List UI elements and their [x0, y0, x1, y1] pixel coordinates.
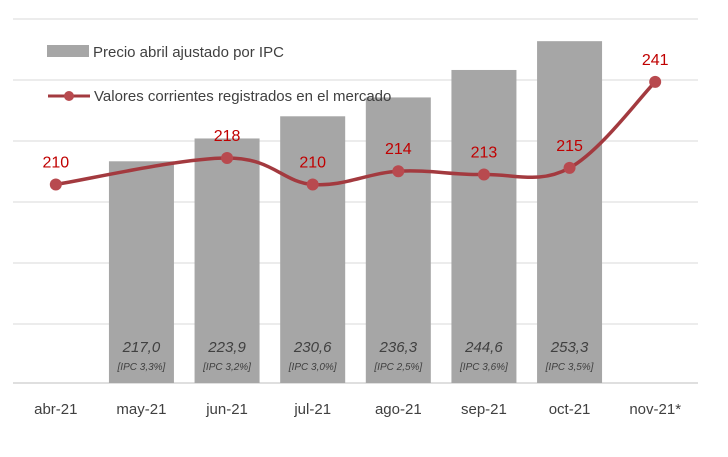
bar-ipc-note: [IPC 3,2%]	[202, 362, 251, 373]
legend-bar-swatch	[47, 45, 89, 57]
line-point-jun-21	[221, 151, 234, 164]
bar-jul-21	[280, 116, 346, 384]
x-tick-label: abr-21	[34, 401, 77, 418]
line-value-label: 241	[642, 52, 669, 69]
bar-sep-21	[451, 69, 517, 384]
x-axis-ticks: abr-21 may-21 jun-21 jul-21 ago-21 sep-21 oct-…	[34, 401, 681, 418]
line-value-label: 210	[42, 154, 69, 171]
bar-value-label: 223,9	[207, 339, 246, 356]
legend-line-label: Valores corrientes registrados en el mer…	[94, 88, 391, 105]
x-tick-label: jun-21	[205, 401, 248, 418]
line-point-abr-21	[49, 178, 62, 191]
bar-jun-21	[194, 138, 260, 383]
line-point-nov-21*	[649, 75, 662, 88]
bar-ago-21	[365, 97, 431, 384]
line-value-label: 218	[214, 128, 241, 145]
bar-ipc-note: [IPC 3,3%]	[117, 362, 166, 373]
bar-ipc-note: [IPC 2,5%]	[373, 362, 422, 373]
bar-ipc-note: [IPC 3,6%]	[459, 362, 508, 373]
line-series: 210 218 210 214 213 215 241	[42, 52, 669, 191]
line-value-label: 215	[556, 138, 583, 155]
x-tick-label: ago-21	[375, 401, 422, 418]
legend: Precio abril ajustado por IPC Valores co…	[47, 44, 391, 105]
legend-line-marker	[64, 91, 74, 101]
x-tick-label: may-21	[116, 401, 166, 418]
x-tick-label: oct-21	[549, 401, 591, 418]
line-value-label: 213	[471, 145, 498, 162]
bar-series: 217,0 [IPC 3,3%] 223,9 [IPC 3,2%] 230,6 [IPC …	[108, 41, 603, 384]
x-tick-label: jul-21	[293, 401, 331, 418]
bar-oct-21	[537, 41, 603, 384]
bar-value-label: 230,6	[293, 339, 332, 356]
bar-ipc-note: [IPC 3,0%]	[288, 362, 337, 373]
line-point-ago-21	[392, 165, 405, 178]
x-tick-label: sep-21	[461, 401, 507, 418]
line-point-jul-21	[306, 178, 319, 191]
bar-value-label: 236,3	[379, 339, 418, 356]
legend-bar-label: Precio abril ajustado por IPC	[93, 44, 284, 61]
line-value-label: 214	[385, 141, 412, 158]
line-point-oct-21	[563, 161, 576, 174]
bar-value-label: 244,6	[464, 339, 503, 356]
bar-value-label: 217,0	[122, 339, 161, 356]
bar-may-21	[108, 161, 174, 383]
x-tick-label: nov-21*	[629, 401, 681, 418]
line-value-label: 210	[299, 154, 326, 171]
bar-ipc-note: [IPC 3,5%]	[545, 362, 594, 373]
line-point-sep-21	[477, 168, 490, 181]
bar-value-label: 253,3	[550, 339, 589, 356]
